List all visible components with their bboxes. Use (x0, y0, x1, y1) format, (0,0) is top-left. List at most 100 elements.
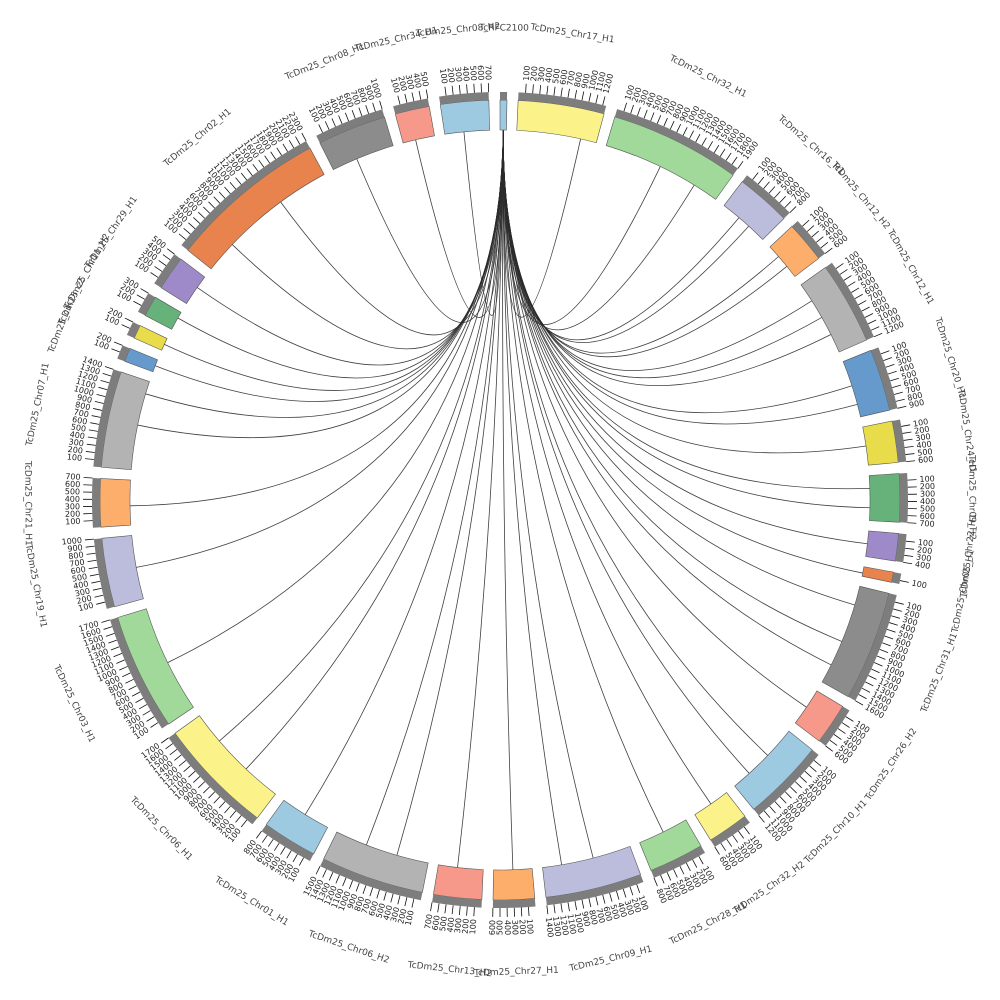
tick (235, 177, 242, 185)
tick (295, 136, 301, 145)
tick (574, 90, 578, 100)
tick (246, 168, 253, 176)
tick (588, 898, 592, 908)
tick-label: 100 (389, 77, 401, 94)
link (502, 130, 563, 865)
tick (93, 408, 103, 411)
tick (111, 348, 120, 353)
tick (553, 904, 556, 914)
tick (890, 377, 899, 382)
tick (87, 559, 97, 562)
segment-band (93, 538, 115, 609)
segment-name: TcDm25_Chr28_H1 (667, 901, 748, 948)
tick (784, 791, 792, 799)
tick-label: 500 (71, 572, 88, 584)
tick (108, 639, 117, 644)
tick (602, 894, 606, 904)
tick (889, 622, 898, 626)
segment-name: TcDm25_Chr07_H1 (25, 362, 52, 448)
tick (444, 904, 447, 914)
segment-band (899, 472, 908, 523)
tick (809, 765, 817, 772)
tick-label: 700 (919, 519, 935, 529)
tick (344, 112, 350, 122)
tick-label: 400 (503, 920, 512, 935)
tick (87, 436, 97, 439)
tick (379, 100, 383, 110)
tick (567, 88, 570, 98)
tick (376, 889, 380, 899)
tick (322, 869, 327, 878)
segment (174, 715, 276, 819)
segment-band (320, 858, 423, 901)
tick (650, 112, 655, 121)
tick (779, 796, 787, 804)
tick (138, 704, 148, 710)
segment-band (819, 706, 850, 746)
tick (757, 176, 765, 185)
link (502, 130, 855, 606)
tick-label: 1200 (558, 915, 570, 936)
segment-band (181, 141, 310, 251)
tick (458, 906, 461, 916)
tick (907, 522, 917, 524)
tick (140, 288, 149, 294)
tick (102, 373, 112, 377)
tick (224, 805, 231, 814)
tick (595, 896, 599, 906)
tick-label: 200 (529, 66, 539, 82)
tick-label: 300 (453, 918, 463, 934)
tick-label: 100 (404, 910, 416, 927)
tick (397, 95, 401, 105)
segment-band (261, 824, 314, 862)
tick (682, 127, 688, 136)
segment-name: TcDm25_Chr09_H1 (568, 944, 654, 974)
tick (660, 874, 665, 884)
tick (539, 84, 542, 94)
segment-name: TcDm25_Chr20_H1 (932, 316, 967, 401)
segment-name: TcDm25_Chr27_H1 (473, 966, 559, 979)
tick (532, 84, 534, 94)
segment (723, 181, 785, 240)
tick (372, 102, 376, 112)
tick-label: 600 (71, 415, 88, 427)
tick-label: 600 (431, 915, 442, 931)
segment-name: TcDm25_Chr09_H2 (966, 454, 976, 540)
tick-label: 300 (920, 489, 935, 498)
tick (328, 872, 334, 881)
link (502, 130, 594, 859)
tick-label: 200 (920, 482, 936, 491)
tick (892, 384, 901, 389)
tick-label: 500 (65, 487, 80, 496)
tick-label: 500 (496, 920, 505, 935)
tick (581, 899, 585, 909)
segment-band (742, 175, 790, 219)
tick (666, 872, 672, 881)
tick-label: 200 (65, 509, 81, 519)
tick-label: 400 (65, 495, 80, 504)
tick (282, 143, 288, 152)
tick (178, 233, 187, 240)
tick (636, 884, 641, 894)
tick (86, 443, 96, 446)
segment-name: TcDm25_Chr08_H2 (414, 22, 500, 40)
link (502, 130, 712, 805)
tick (85, 458, 95, 460)
tick-label: 300 (536, 66, 546, 82)
tick (208, 791, 216, 799)
link (502, 130, 664, 833)
tick (342, 877, 347, 887)
tick (208, 201, 216, 209)
tick (358, 107, 363, 117)
tick (676, 123, 682, 133)
tick (525, 83, 527, 93)
segment (492, 868, 536, 901)
tick (267, 838, 274, 847)
segment (605, 116, 734, 200)
tick-label: 200 (517, 919, 527, 935)
tick (121, 324, 131, 329)
tick-label: 500 (468, 65, 478, 81)
tick (203, 786, 211, 794)
tick (630, 104, 634, 114)
